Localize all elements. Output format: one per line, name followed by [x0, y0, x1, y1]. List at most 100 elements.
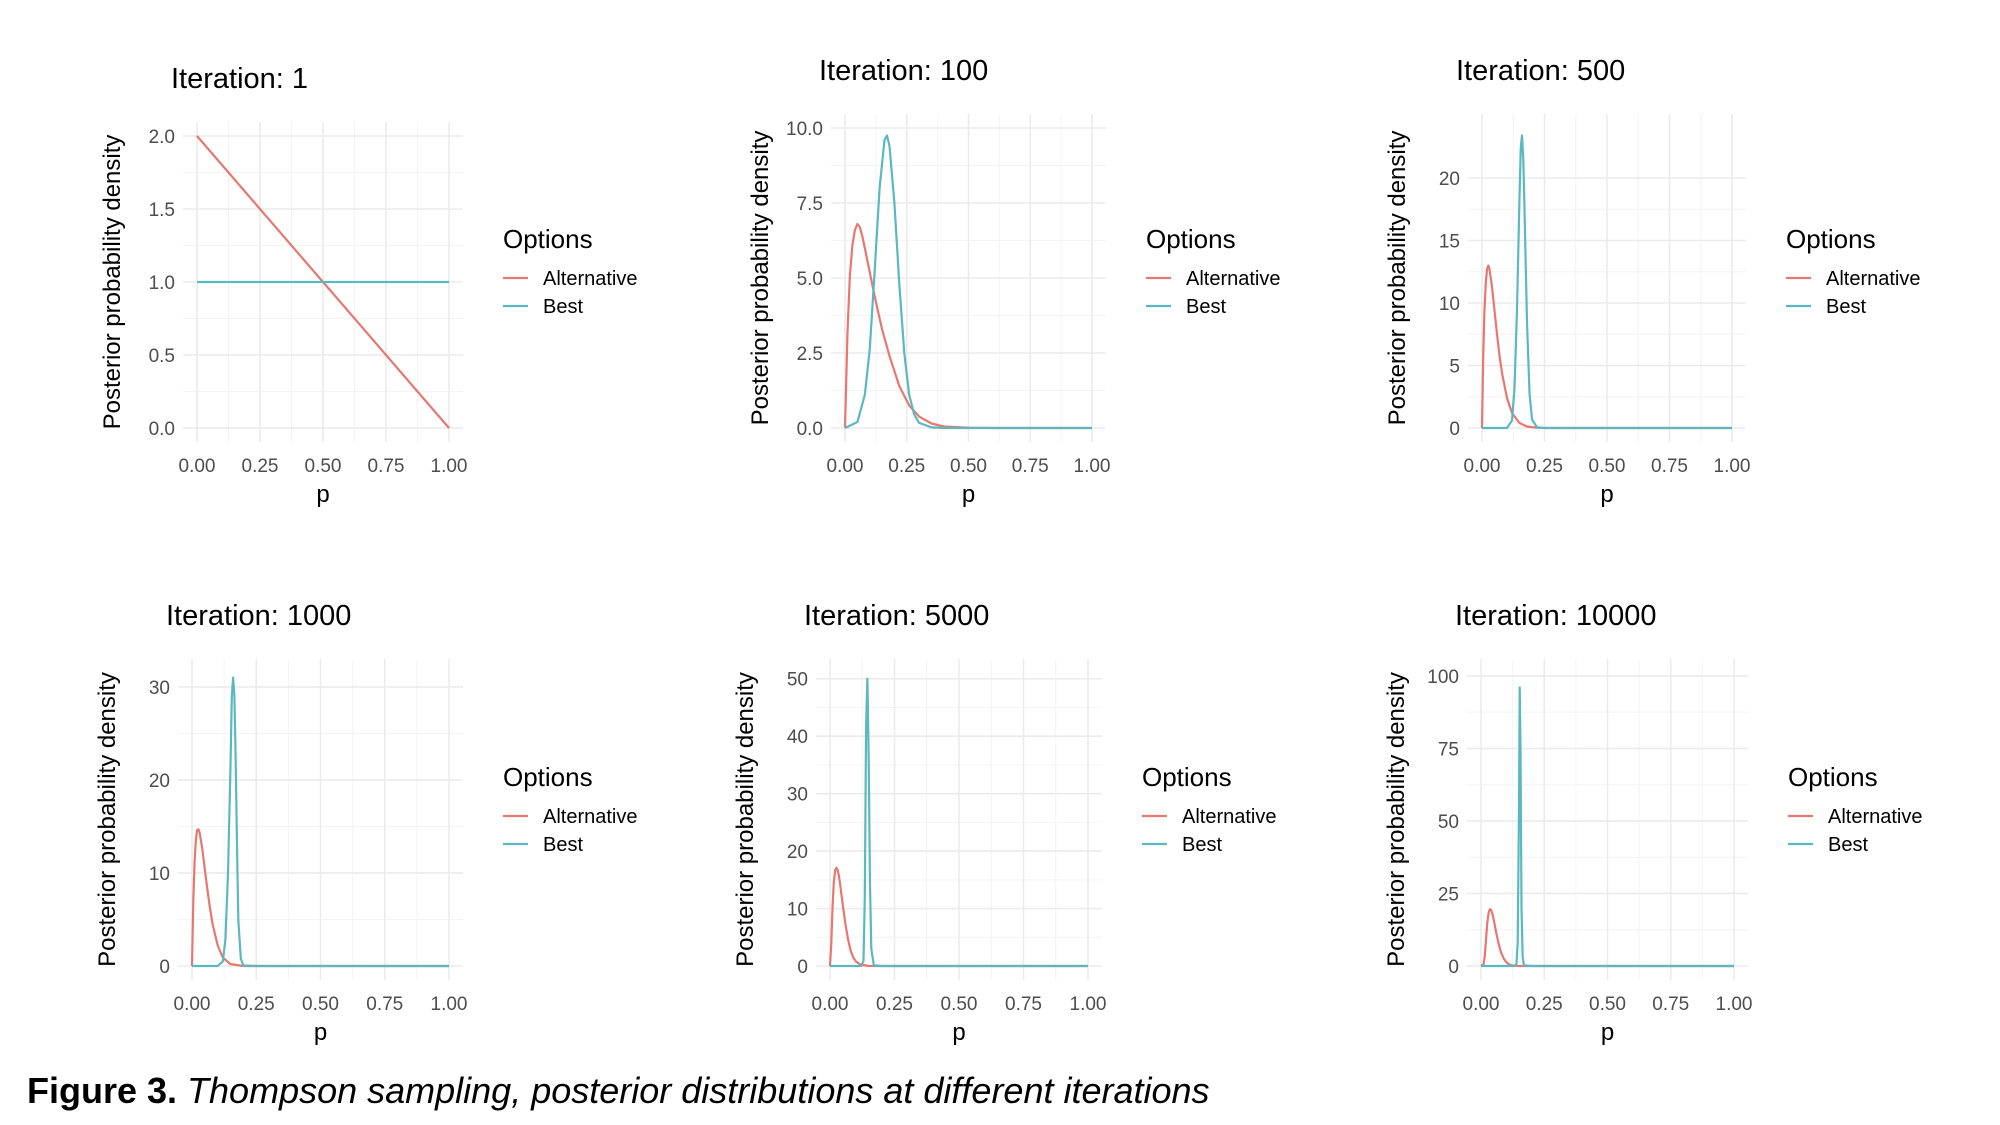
y-tick-label: 1.0 — [149, 273, 175, 294]
x-tick-label: 0.25 — [1526, 456, 1563, 477]
x-axis-label: p — [952, 1019, 965, 1046]
x-tick-label: 0.00 — [174, 994, 211, 1015]
legend-label-best: Best — [543, 296, 583, 318]
chart-panel-3: 0.00 0.25 0.50 0.75 1.00 0 5 10 15 20 Iteration: 5… — [1384, 55, 1921, 508]
y-tick-label: 7.5 — [797, 194, 823, 215]
chart-title: Iteration: 1000 — [166, 600, 351, 632]
x-tick-label: 1.00 — [431, 456, 468, 477]
legend-title: Options — [1786, 224, 1876, 254]
x-tick-label: 0.00 — [1463, 994, 1500, 1015]
x-tick-label: 1.00 — [1070, 994, 1107, 1015]
x-tick-label: 0.00 — [827, 456, 864, 477]
y-tick-label: 5.0 — [797, 269, 823, 290]
x-tick-label: 0.50 — [1589, 994, 1626, 1015]
y-axis-label: Posterior probability density — [94, 672, 121, 967]
x-tick-label: 1.00 — [1074, 456, 1111, 477]
chart-title: Iteration: 10000 — [1455, 600, 1657, 632]
y-axis-label: Posterior probability density — [99, 135, 126, 430]
chart-panel-6: 0.00 0.25 0.50 0.75 1.00 0 25 50 75 100 Iteration:… — [1383, 600, 1923, 1046]
y-tick-label: 0.0 — [797, 419, 823, 440]
x-tick-label: 0.75 — [1652, 994, 1689, 1015]
x-tick-label: 0.00 — [179, 456, 216, 477]
x-axis-label: p — [316, 481, 329, 508]
legend-label-best: Best — [1828, 834, 1868, 856]
x-tick-label: 0.50 — [1589, 456, 1626, 477]
chart-panel-2: 0.00 0.25 0.50 0.75 1.00 0.0 2.5 5.0 7.5 10.0 Iter… — [747, 55, 1281, 508]
y-tick-label: 0 — [1448, 957, 1459, 978]
legend-label-best: Best — [1186, 296, 1226, 318]
legend-label-alternative: Alternative — [543, 268, 638, 290]
y-tick-label: 0 — [159, 957, 170, 978]
legend-title: Options — [1142, 762, 1232, 792]
legend-label-alternative: Alternative — [1828, 806, 1923, 828]
series-line-alternative — [190, 828, 449, 968]
x-tick-label: 0.50 — [305, 456, 342, 477]
y-axis-label: Posterior probability density — [1384, 131, 1411, 426]
series-line-alternative — [1480, 264, 1732, 430]
y-tick-label: 10 — [1439, 294, 1460, 315]
legend-title: Options — [1146, 224, 1236, 254]
x-axis-label: p — [962, 481, 975, 508]
x-tick-label: 0.25 — [242, 456, 279, 477]
y-tick-label: 10 — [787, 900, 808, 921]
legend-title: Options — [503, 224, 593, 254]
x-axis-label: p — [1600, 481, 1613, 508]
x-tick-label: 0.50 — [941, 994, 978, 1015]
legend-label-alternative: Alternative — [543, 806, 638, 828]
y-tick-label: 30 — [149, 678, 170, 699]
series-line-best — [1482, 134, 1732, 430]
y-tick-label: 0.5 — [149, 346, 175, 367]
y-tick-label: 10 — [149, 864, 170, 885]
legend-label-alternative: Alternative — [1186, 268, 1281, 290]
y-tick-label: 50 — [1438, 812, 1459, 833]
x-tick-label: 1.00 — [431, 994, 468, 1015]
series-line-best — [844, 134, 1092, 430]
chart-title: Iteration: 1 — [171, 63, 308, 95]
y-tick-label: 50 — [787, 670, 808, 691]
x-tick-label: 0.75 — [1005, 994, 1042, 1015]
y-tick-label: 20 — [149, 771, 170, 792]
y-tick-label: 1.5 — [149, 200, 175, 221]
legend-label-best: Best — [1182, 834, 1222, 856]
figure: 0.00 0.25 0.50 0.75 1.000.00.51.01.52.0Itera… — [94, 55, 1923, 1046]
chart-panel-1: 0.00 0.25 0.50 0.75 1.00 0.0 0.5 1.0 1.5 2.0 Itera… — [99, 63, 638, 508]
chart-title: Iteration: 100 — [819, 55, 988, 87]
figure-caption: Figure 3. Thompson sampling, posterior d… — [27, 1070, 1210, 1112]
y-tick-label: 25 — [1438, 884, 1459, 905]
y-tick-label: 20 — [1439, 169, 1460, 190]
x-tick-label: 0.75 — [1651, 456, 1688, 477]
x-tick-label: 0.75 — [1012, 456, 1049, 477]
x-tick-label: 0.75 — [368, 456, 405, 477]
x-tick-label: 0.00 — [812, 994, 849, 1015]
series-line-alternative — [843, 222, 1092, 430]
y-tick-label: 5 — [1449, 357, 1460, 378]
caption-text: Thompson sampling, posterior distributio… — [187, 1070, 1210, 1111]
y-axis-label: Posterior probability density — [1383, 672, 1410, 967]
chart-panel-5: 0.00 0.25 0.50 0.75 1.00 0 10 20 30 40 50 Iteration… — [732, 600, 1277, 1046]
x-tick-label: 0.25 — [876, 994, 913, 1015]
series-line-best — [192, 676, 449, 968]
y-tick-label: 20 — [787, 842, 808, 863]
y-tick-label: 2.5 — [797, 344, 823, 365]
x-axis-label: p — [1601, 1019, 1614, 1046]
series-line-best — [1481, 686, 1734, 968]
x-tick-label: 0.50 — [950, 456, 987, 477]
y-tick-label: 0 — [1449, 419, 1460, 440]
y-tick-label: 75 — [1438, 739, 1459, 760]
x-tick-label: 0.25 — [1526, 994, 1563, 1015]
chart-title: Iteration: 500 — [1456, 55, 1625, 87]
caption-label: Figure 3. — [27, 1070, 178, 1111]
y-axis-label: Posterior probability density — [732, 672, 759, 967]
x-tick-label: 1.00 — [1714, 456, 1751, 477]
y-tick-label: 100 — [1427, 667, 1459, 688]
x-tick-label: 0.25 — [238, 994, 275, 1015]
legend-label-alternative: Alternative — [1826, 268, 1921, 290]
legend-title: Options — [503, 762, 593, 792]
x-tick-label: 1.00 — [1716, 994, 1753, 1015]
y-tick-label: 2.0 — [149, 127, 175, 148]
x-tick-label: 0.50 — [302, 994, 339, 1015]
y-tick-label: 0.0 — [149, 419, 175, 440]
legend-label-best: Best — [543, 834, 583, 856]
x-axis-label: p — [314, 1019, 327, 1046]
legend-title: Options — [1788, 762, 1878, 792]
